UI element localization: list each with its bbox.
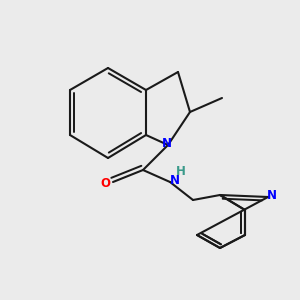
Text: O: O	[100, 177, 110, 190]
Text: N: N	[161, 137, 172, 150]
Text: H: H	[176, 165, 185, 178]
Text: N: N	[169, 174, 179, 187]
Text: N: N	[267, 189, 277, 202]
